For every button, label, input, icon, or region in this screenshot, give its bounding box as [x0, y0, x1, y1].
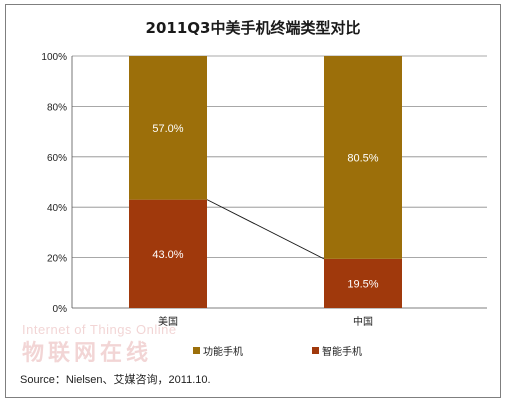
source-note: Source：Nielsen、艾媒咨询，2011.10.	[20, 374, 211, 386]
bar-smartphone	[129, 199, 207, 308]
x-category-label: 中国	[353, 315, 373, 328]
legend-label-smartphone: 智能手机	[322, 347, 362, 358]
y-tick-label: 80%	[47, 102, 67, 113]
y-tick-label: 60%	[47, 153, 67, 164]
y-tick-label: 20%	[47, 254, 67, 265]
legend-swatch-feature-phone	[193, 347, 200, 354]
chart-title: 2011Q3中美手机终端类型对比	[145, 19, 361, 37]
data-label: 43.0%	[152, 249, 183, 261]
bar-feature-phone	[324, 56, 402, 259]
y-tick-label: 0%	[53, 304, 68, 315]
data-label: 80.5%	[347, 152, 378, 164]
data-label: 19.5%	[347, 278, 378, 290]
y-tick-label: 40%	[47, 203, 67, 214]
bar-smartphone	[324, 258, 402, 308]
legend-swatch-smartphone	[312, 347, 319, 354]
y-tick-label: 100%	[41, 52, 67, 63]
legend-label-feature-phone: 功能手机	[203, 347, 243, 358]
legend-item-smartphone: 智能手机	[312, 343, 362, 358]
chart-frame: 2011Q3中美手机终端类型对比	[5, 4, 501, 398]
legend-item-feature-phone: 功能手机	[193, 343, 243, 358]
data-label: 57.0%	[152, 123, 183, 135]
bar-feature-phone	[129, 56, 207, 200]
x-category-label: 美国	[158, 315, 178, 328]
connector-line	[206, 199, 325, 260]
